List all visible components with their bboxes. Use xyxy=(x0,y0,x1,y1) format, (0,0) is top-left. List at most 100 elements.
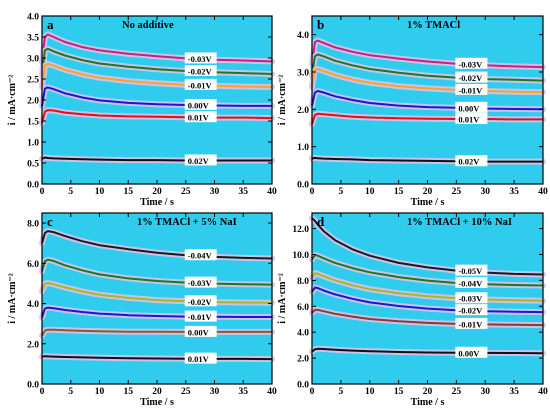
x-tick-label: 0 xyxy=(310,387,315,397)
curve-label: -0.03V xyxy=(188,54,213,64)
curve-label: -0.03V xyxy=(188,278,213,288)
x-tick-label: 35 xyxy=(509,387,519,397)
curve-label: 0.02V xyxy=(188,156,210,166)
y-tick-label: 6.0 xyxy=(27,260,39,270)
curve-label-bg xyxy=(455,304,488,316)
curve-label-bg xyxy=(455,57,488,69)
curve-label: 0.00V xyxy=(188,327,210,337)
x-tick-label: 35 xyxy=(239,387,249,397)
y-tick-label: 0.0 xyxy=(27,381,39,391)
x-tick-label: 30 xyxy=(210,387,220,397)
y-axis-label: i / mA·cm⁻² xyxy=(7,273,18,324)
y-tick-label: 3.5 xyxy=(27,34,39,44)
x-tick-label: 30 xyxy=(481,387,491,397)
curve-label: -0.03V xyxy=(458,59,483,69)
x-tick-label: 5 xyxy=(339,387,344,397)
curve-label-bg xyxy=(455,292,488,304)
curve-label-bg xyxy=(455,317,488,329)
x-tick-label: 25 xyxy=(452,187,462,197)
x-tick-label: 25 xyxy=(181,387,191,397)
curve-label-bg xyxy=(455,155,488,167)
curve-label: -0.02V xyxy=(458,73,483,83)
x-tick-label: 20 xyxy=(152,387,162,397)
y-tick-label: 4.0 xyxy=(297,31,309,41)
panel-letter: a xyxy=(47,17,54,32)
panel-letter: d xyxy=(317,214,325,229)
curve-label: -0.01V xyxy=(458,85,483,95)
x-tick-label: 30 xyxy=(481,187,491,197)
curve-label: -0.04V xyxy=(188,251,213,261)
curve-label-bg xyxy=(184,78,217,90)
curve-label: 0.01V xyxy=(188,354,210,364)
curve-label-bg xyxy=(455,264,488,276)
curve-label: -0.02V xyxy=(188,297,213,307)
x-tick-label: 10 xyxy=(95,387,105,397)
y-tick-label: 4.0 xyxy=(297,329,309,339)
curve-label-bg xyxy=(184,310,217,322)
y-tick-label: 12.0 xyxy=(292,225,309,235)
curve-label: 0.00V xyxy=(458,103,480,113)
x-tick-label: 40 xyxy=(267,387,277,397)
x-tick-label: 20 xyxy=(152,187,162,197)
x-tick-label: 35 xyxy=(239,187,249,197)
curve-label: -0.02V xyxy=(458,306,483,316)
curve-label: 0.00V xyxy=(458,348,480,358)
y-tick-label: 3.0 xyxy=(27,55,39,65)
x-tick-label: 15 xyxy=(124,387,134,397)
curve-label-bg xyxy=(184,276,217,288)
curve-label-bg xyxy=(184,352,217,364)
curve-label-bg xyxy=(184,52,217,64)
x-tick-label: 40 xyxy=(538,387,548,397)
x-tick-label: 5 xyxy=(339,187,344,197)
x-tick-label: 10 xyxy=(365,387,375,397)
x-tick-label: 15 xyxy=(394,187,404,197)
x-tick-label: 35 xyxy=(509,187,519,197)
y-tick-label: 2.0 xyxy=(27,340,39,350)
x-tick-label: 10 xyxy=(365,187,375,197)
x-tick-label: 40 xyxy=(267,187,277,197)
y-tick-label: 8.0 xyxy=(27,220,39,230)
y-tick-label: 2.0 xyxy=(27,97,39,107)
y-axis-label: i / mA·cm⁻² xyxy=(277,75,288,126)
x-tick-label: 30 xyxy=(210,187,220,197)
y-tick-label: 0.0 xyxy=(297,381,309,391)
x-tick-label: 0 xyxy=(310,187,315,197)
panel-title: 1% TMACl + 10% NaI xyxy=(407,217,512,228)
curve-label-bg xyxy=(184,325,217,337)
y-tick-label: 1.0 xyxy=(27,139,39,149)
curve-label: -0.01V xyxy=(188,312,213,322)
x-tick-label: 25 xyxy=(452,387,462,397)
x-axis-label: Time / s xyxy=(140,197,174,208)
panel-d: -0.05V -0.04V -0.03V -0.02V -0.01V 0.00V 0 5 10 1… xyxy=(277,212,548,408)
x-tick-label: 40 xyxy=(538,187,548,197)
x-tick-label: 5 xyxy=(68,387,73,397)
panel-c: -0.04V -0.03V -0.02V -0.01V 0.00V 0.01V 0 5 10 15… xyxy=(7,212,277,408)
x-tick-label: 20 xyxy=(423,187,433,197)
curve-label: 0.00V xyxy=(188,101,210,111)
curve-label-bg xyxy=(184,249,217,261)
x-tick-label: 20 xyxy=(423,387,433,397)
curve-label-bg xyxy=(184,295,217,307)
x-tick-label: 5 xyxy=(68,187,73,197)
curve-label: -0.05V xyxy=(458,266,483,276)
curve-label: -0.02V xyxy=(188,67,213,77)
y-axis-label: i / mA·cm⁻² xyxy=(7,75,18,126)
panel-b: -0.03V -0.02V -0.01V 0.00V 0.01V 0.02V 0 5 10 15 2… xyxy=(277,15,548,208)
curve-label: -0.01V xyxy=(458,319,483,329)
panel-a: -0.03V -0.02V -0.01V 0.00V 0.01V 0.02V 0 5 10 15 2… xyxy=(7,13,277,209)
x-tick-label: 15 xyxy=(394,387,404,397)
x-tick-label: 15 xyxy=(124,187,134,197)
y-tick-label: 6.0 xyxy=(297,303,309,313)
curve-label: -0.01V xyxy=(188,80,213,90)
x-tick-label: 25 xyxy=(181,187,191,197)
panel-letter: c xyxy=(47,214,53,229)
x-axis-label: Time / s xyxy=(140,397,174,408)
panel-title: No additive xyxy=(122,20,174,31)
curve-label-bg xyxy=(184,99,217,111)
curve-label: -0.04V xyxy=(458,278,483,288)
curve-label-bg xyxy=(455,346,488,358)
curve-label-bg xyxy=(455,83,488,95)
x-axis-label: Time / s xyxy=(411,197,445,208)
y-tick-label: 4.0 xyxy=(27,300,39,310)
